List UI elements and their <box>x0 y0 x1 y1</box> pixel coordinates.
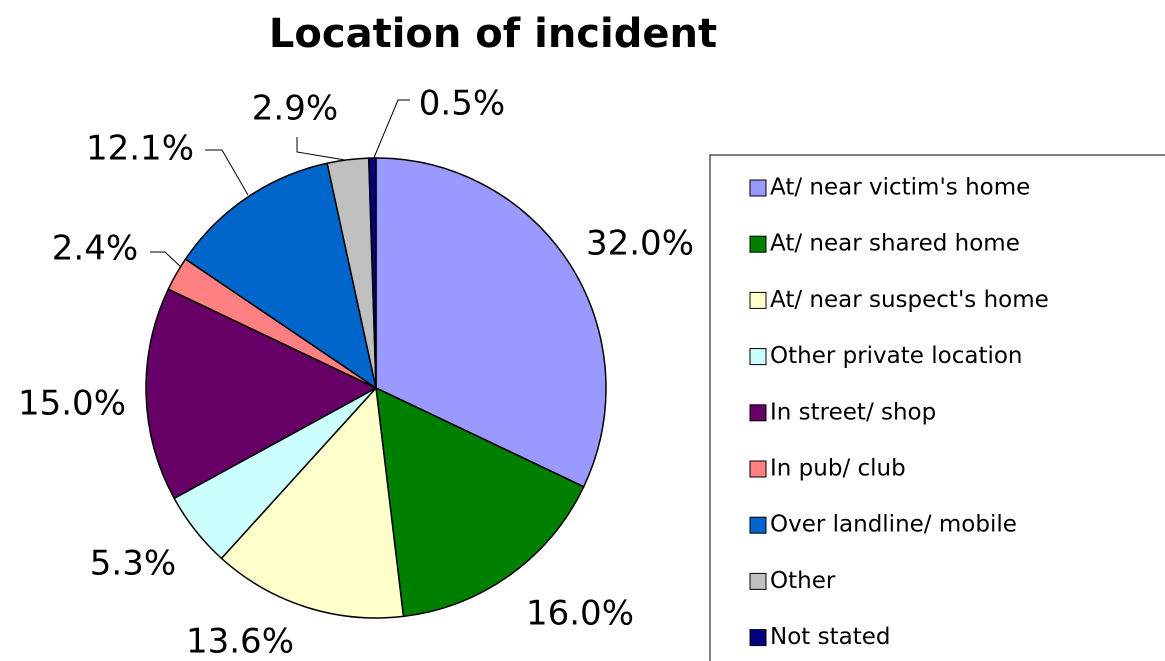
legend-swatch <box>749 460 767 478</box>
data-label: 2.4% <box>52 229 138 269</box>
legend-swatch <box>749 516 767 534</box>
legend-label: Other <box>770 568 836 594</box>
pie-slice <box>184 162 378 390</box>
leader-line <box>372 99 410 161</box>
data-label: 32.0% <box>586 224 694 264</box>
chart-title: Location of incident <box>269 11 717 57</box>
legend-box <box>709 154 1165 661</box>
leader-line <box>205 149 249 196</box>
data-label: 15.0% <box>18 384 126 424</box>
legend-swatch <box>749 572 767 590</box>
data-label: 16.0% <box>526 594 634 634</box>
legend-label: In pub/ club <box>770 456 906 482</box>
pie-slice <box>367 157 377 389</box>
legend-label: Not stated <box>770 624 890 650</box>
legend-label: At/ near shared home <box>770 231 1020 257</box>
legend-label: Other private location <box>770 343 1023 369</box>
data-label: 0.5% <box>419 84 505 124</box>
legend-swatch <box>749 348 767 366</box>
legend-swatch <box>749 235 767 253</box>
data-label: 2.9% <box>252 89 338 129</box>
legend-label: At/ near victim's home <box>770 175 1030 201</box>
leader-line <box>296 137 346 161</box>
pie-slice <box>375 157 607 488</box>
pie-slice <box>220 386 405 619</box>
data-label: 13.6% <box>186 622 294 661</box>
legend-swatch <box>749 404 767 422</box>
pie-slice <box>375 386 585 618</box>
leader-lines <box>150 99 410 269</box>
leader-line <box>150 251 183 269</box>
legend-swatch <box>749 291 767 309</box>
legend-label: In street/ shop <box>770 399 936 425</box>
data-label: 12.1% <box>86 129 194 169</box>
legend-swatch <box>749 629 767 647</box>
pie-slice <box>145 288 378 500</box>
legend-label: At/ near suspect's home <box>770 287 1049 313</box>
data-label: 5.3% <box>90 544 176 584</box>
legend-label: Over landline/ mobile <box>770 512 1017 538</box>
legend-swatch <box>749 179 767 197</box>
